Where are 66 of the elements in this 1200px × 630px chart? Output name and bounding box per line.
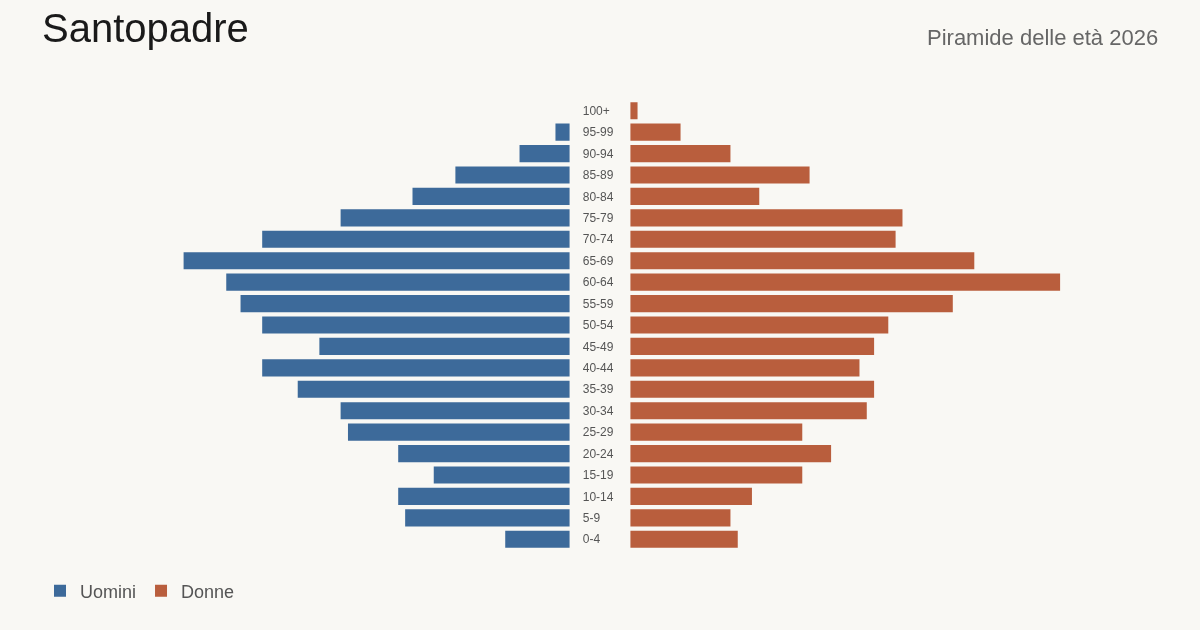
y-tick-label: 5-9 [582, 511, 601, 526]
bar [630, 445, 832, 463]
y-tick-label: 25-29 [582, 425, 614, 440]
bar [347, 423, 570, 441]
bar [630, 316, 889, 334]
y-tick-label: 35-39 [582, 382, 614, 397]
chart-subtitle: Piramide delle età 2026 [927, 25, 1159, 50]
bar [340, 402, 570, 420]
bar [630, 466, 803, 484]
bar [630, 359, 860, 377]
bar [519, 145, 570, 163]
bar [630, 509, 731, 527]
bar [555, 123, 570, 141]
bar [505, 530, 570, 548]
y-tick-label: 70-74 [582, 232, 614, 247]
legend-label: Donne [181, 581, 235, 602]
bar [398, 445, 570, 463]
bar [630, 187, 760, 205]
bar [630, 252, 975, 270]
bar [630, 295, 953, 313]
bar [630, 166, 810, 184]
y-tick-label: 30-34 [582, 403, 614, 418]
bar [630, 145, 731, 163]
bar [240, 295, 570, 313]
y-tick-label: 65-69 [582, 253, 614, 268]
y-tick-label: 45-49 [582, 339, 614, 354]
y-tick-label: 100+ [582, 103, 610, 118]
y-tick-label: 90-94 [582, 146, 614, 161]
bar [398, 487, 570, 505]
bar [630, 487, 752, 505]
y-tick-label: 60-64 [582, 275, 614, 290]
bar [630, 380, 875, 398]
bar [630, 423, 803, 441]
y-tick-label: 55-59 [582, 296, 614, 311]
bar [630, 402, 867, 420]
bar [262, 230, 570, 248]
bar [226, 273, 570, 291]
bar [630, 230, 896, 248]
bar [630, 102, 638, 120]
bar [297, 380, 570, 398]
bar [319, 337, 570, 355]
legend-label: Uomini [80, 581, 137, 602]
bar [433, 466, 570, 484]
y-tick-label: 80-84 [582, 189, 614, 204]
y-tick-label: 0-4 [582, 532, 601, 547]
y-tick-label: 50-54 [582, 318, 614, 333]
bar [412, 187, 570, 205]
y-tick-label: 20-24 [582, 446, 614, 461]
bar [262, 316, 570, 334]
y-tick-label: 85-89 [582, 168, 614, 183]
y-tick-label: 40-44 [582, 361, 614, 376]
bar [630, 530, 738, 548]
bar [630, 209, 903, 227]
chart-title: Santopadre [42, 6, 249, 50]
bar [405, 509, 570, 527]
y-tick-label: 15-19 [582, 468, 614, 483]
y-tick-label: 10-14 [582, 489, 614, 504]
bar [183, 252, 570, 270]
bar [630, 273, 1061, 291]
bar [630, 123, 681, 141]
y-tick-label: 75-79 [582, 211, 614, 226]
bar [455, 166, 570, 184]
bar [262, 359, 570, 377]
bar [630, 337, 875, 355]
bar [340, 209, 570, 227]
y-tick-label: 95-99 [582, 125, 614, 140]
